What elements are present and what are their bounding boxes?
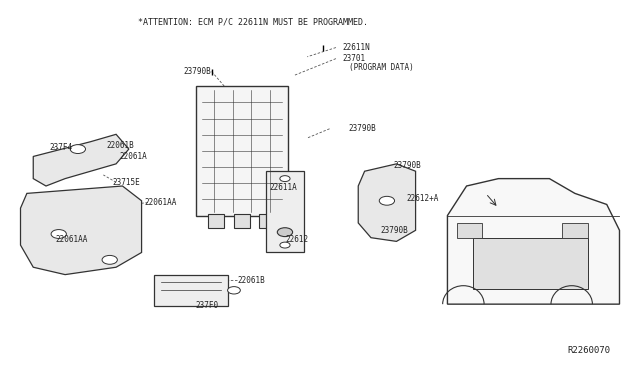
Text: 22612+A: 22612+A <box>406 195 438 203</box>
Circle shape <box>102 256 117 264</box>
Bar <box>473 238 588 289</box>
Circle shape <box>277 228 292 237</box>
Text: (PROGRAM DATA): (PROGRAM DATA) <box>349 63 413 72</box>
Circle shape <box>380 196 394 205</box>
Bar <box>266 171 304 253</box>
Text: 22061B: 22061B <box>237 276 265 285</box>
Bar <box>196 86 288 215</box>
Bar <box>562 223 588 238</box>
Text: 23715E: 23715E <box>113 178 141 187</box>
Polygon shape <box>20 186 141 275</box>
Text: 22611N: 22611N <box>342 43 370 52</box>
Text: 22061A: 22061A <box>119 152 147 161</box>
Circle shape <box>228 286 241 294</box>
Circle shape <box>51 230 67 238</box>
Circle shape <box>280 242 290 248</box>
Text: 22061AA: 22061AA <box>145 198 177 207</box>
Circle shape <box>70 145 86 154</box>
Text: 23790B: 23790B <box>394 161 421 170</box>
Bar <box>457 223 483 238</box>
Text: 22611A: 22611A <box>269 183 297 192</box>
Text: 22061AA: 22061AA <box>56 235 88 244</box>
Text: R2260070: R2260070 <box>567 346 610 355</box>
Text: 22061B: 22061B <box>106 141 134 150</box>
Text: 23790B: 23790B <box>381 226 408 235</box>
Text: 237F4: 237F4 <box>49 143 72 152</box>
Circle shape <box>280 176 290 182</box>
Polygon shape <box>447 179 620 304</box>
Text: 22612: 22612 <box>285 235 308 244</box>
Polygon shape <box>358 164 415 241</box>
Bar <box>234 214 250 228</box>
Text: 237F0: 237F0 <box>196 301 219 311</box>
Bar <box>259 214 275 228</box>
Bar <box>209 214 225 228</box>
Polygon shape <box>33 134 129 186</box>
Text: 23790B: 23790B <box>183 67 211 76</box>
Text: *ATTENTION: ECM P/C 22611N MUST BE PROGRAMMED.: *ATTENTION: ECM P/C 22611N MUST BE PROGR… <box>138 17 368 26</box>
Text: 23701: 23701 <box>342 54 365 63</box>
Bar <box>154 275 228 306</box>
Text: 23790B: 23790B <box>349 124 376 133</box>
